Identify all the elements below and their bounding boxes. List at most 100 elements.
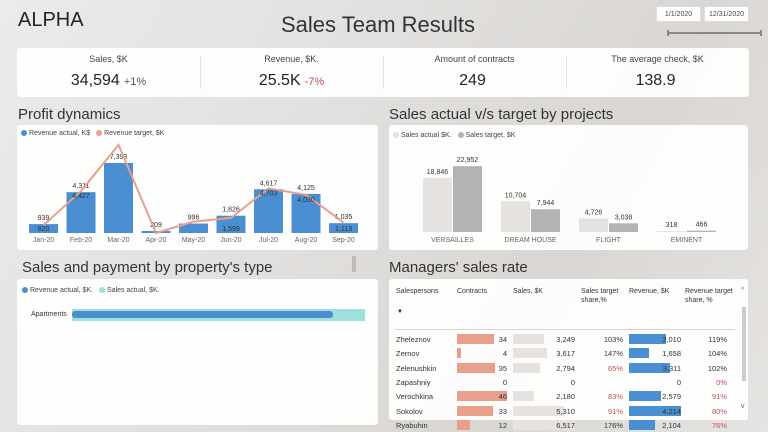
sales-value: 0 xyxy=(570,377,575,387)
date-from-input[interactable]: 1/1/2020 xyxy=(656,6,701,22)
bar-sales-actual[interactable] xyxy=(579,218,608,232)
kpi-0: Sales, $K 34,594 +1% xyxy=(17,48,200,97)
column-header[interactable]: Contracts xyxy=(457,288,487,295)
bar-sales-actual[interactable] xyxy=(423,177,452,232)
property-title: Sales and payment by property's type xyxy=(22,259,273,276)
date-range-slider[interactable] xyxy=(667,30,762,36)
scrollbar[interactable] xyxy=(352,256,356,272)
line-label: 1,599 xyxy=(222,226,240,233)
profit-title: Profit dynamics xyxy=(18,106,121,123)
bar-revenue-actual[interactable] xyxy=(179,223,208,233)
revenue-bar xyxy=(629,419,655,430)
kpi-label: Sales, $K xyxy=(89,54,128,64)
sales-target-share: 147% xyxy=(603,349,623,359)
sales-target-share: 176% xyxy=(603,420,623,430)
bar-revenue-actual[interactable] xyxy=(216,215,246,233)
line-label: 4,427 xyxy=(72,193,90,200)
scrollbar[interactable] xyxy=(742,307,746,381)
bar-sales-target[interactable] xyxy=(687,230,716,232)
bar-sales-target[interactable] xyxy=(453,166,482,232)
x-tick-label: Mar-20 xyxy=(107,237,129,244)
contracts-bar xyxy=(457,405,493,416)
revenue-bar xyxy=(629,405,681,416)
scroll-down-button[interactable]: v xyxy=(741,403,745,410)
bar-sales-target[interactable] xyxy=(609,223,638,232)
bar-label: 4,311 xyxy=(73,183,90,190)
table-row[interactable]: Sokolov 33 5,310 91% 4,214 80% xyxy=(389,405,734,417)
x-tick-label: EMINENT xyxy=(671,237,703,244)
revenue-bar xyxy=(629,362,670,373)
bar-sales-actual[interactable] xyxy=(657,231,686,233)
kpi-3: The average check, $K 138.9 xyxy=(566,48,749,97)
revenue-value: 0 xyxy=(676,377,681,387)
x-tick-label: Apr-20 xyxy=(145,237,166,244)
bar-revenue-actual[interactable] xyxy=(291,193,321,233)
kpi-delta: -7% xyxy=(304,76,325,88)
x-tick-label: VERSAILLES xyxy=(431,237,474,244)
line-label: 4,703 xyxy=(260,190,278,197)
brand-logo: ALPHA xyxy=(18,9,84,31)
scroll-up-button[interactable]: ^ xyxy=(741,287,745,294)
projects-title: Sales actual v/s target by projects xyxy=(389,106,614,123)
bar-label: 3,038 xyxy=(615,214,633,221)
projects-chart-panel: Sales actual $K. Sales target, $K 18,846… xyxy=(389,125,748,250)
legend-sales-actual: Sales actual $K. xyxy=(393,132,452,139)
profit-chart: 939 Jan-20 4,311 Feb-20 7,393 Mar-20 209 Apr-20… xyxy=(29,142,358,244)
salesperson-name: Zernov xyxy=(396,349,420,359)
bar-revenue-actual[interactable] xyxy=(29,224,58,233)
line-label: 820 xyxy=(38,226,50,233)
contracts-value: 34 xyxy=(498,335,507,344)
revenue-target-share: 0% xyxy=(716,377,727,387)
kpi-divider xyxy=(383,56,384,89)
x-tick-label: DREAM HOUSE xyxy=(504,237,556,244)
contracts-bar xyxy=(457,391,507,402)
line-label: 1,113 xyxy=(335,226,352,233)
kpi-value: 249 xyxy=(459,72,486,89)
revenue-actual-bar[interactable] xyxy=(72,311,333,318)
column-header[interactable]: Salespersons xyxy=(396,288,439,295)
legend-dot-icon xyxy=(393,132,399,139)
x-tick-label: Sep-20 xyxy=(332,237,355,244)
table-row[interactable]: Zapashniy 0 0 0 0% xyxy=(389,376,734,388)
contracts-value: 46 xyxy=(498,392,507,402)
bar-sales-actual[interactable] xyxy=(501,201,530,232)
kpi-label: Revenue, $K. xyxy=(264,54,319,64)
line-revenue-target[interactable] xyxy=(42,142,345,235)
bar-label: 18,846 xyxy=(427,169,449,176)
salesperson-name: Ryabuhin xyxy=(396,420,428,430)
column-header[interactable]: Revenue target share, % xyxy=(685,288,733,304)
category-label: Apartments xyxy=(31,311,67,318)
kpi-1: Revenue, $K. 25.5K -7% xyxy=(200,48,383,97)
table-row[interactable]: Zernov 4 3,617 147% 1,658 104% xyxy=(389,347,734,359)
bar-label: 4,726 xyxy=(585,209,603,216)
table-row[interactable]: Zheleznov 34 3,249 103% 3,010 119% xyxy=(389,333,734,345)
kpi-divider xyxy=(566,56,567,89)
legend-dot-icon xyxy=(99,287,106,294)
bar-revenue-actual[interactable] xyxy=(329,223,358,233)
column-header[interactable]: Sales target share,% xyxy=(581,288,619,304)
table-row[interactable]: Verochkina 46 2,180 83% 2,579 91% xyxy=(389,390,734,402)
table-row[interactable]: Ryabuhin 12 6,517 176% 2,104 76% xyxy=(389,419,734,431)
legend-dot-icon xyxy=(22,287,28,294)
revenue-target-share: 80% xyxy=(711,406,727,416)
column-header[interactable]: Revenue, $K xyxy=(629,288,670,295)
kpi-value: 138.9 xyxy=(635,72,676,89)
bar-sales-target[interactable] xyxy=(531,209,560,232)
bar-revenue-actual[interactable] xyxy=(104,162,133,233)
kpi-label: Amount of contracts xyxy=(434,54,515,64)
date-to-input[interactable]: 12/31/2020 xyxy=(704,6,749,22)
kpi-label: The average check, $K xyxy=(611,54,704,64)
sort-down-icon[interactable]: ▼ xyxy=(397,309,403,315)
sales-target-share: 103% xyxy=(603,335,623,344)
page-title: Sales Team Results xyxy=(280,12,475,37)
managers-table: Salespersons Contracts Sales, $K Sales targ… xyxy=(389,279,748,430)
sales-bar xyxy=(513,405,564,416)
sales-bar xyxy=(513,419,575,430)
legend-sales-actual: Sales actual, $K. xyxy=(99,287,160,294)
contracts-value: 35 xyxy=(498,363,507,373)
salesperson-name: Zapashniy xyxy=(396,377,431,387)
revenue-target-share: 119% xyxy=(708,335,727,344)
kpi-delta: +1% xyxy=(123,76,147,88)
table-row[interactable]: Zelenushkin 35 2,794 65% 3,311 102% xyxy=(389,362,734,374)
column-header[interactable]: Sales, $K xyxy=(513,288,543,295)
